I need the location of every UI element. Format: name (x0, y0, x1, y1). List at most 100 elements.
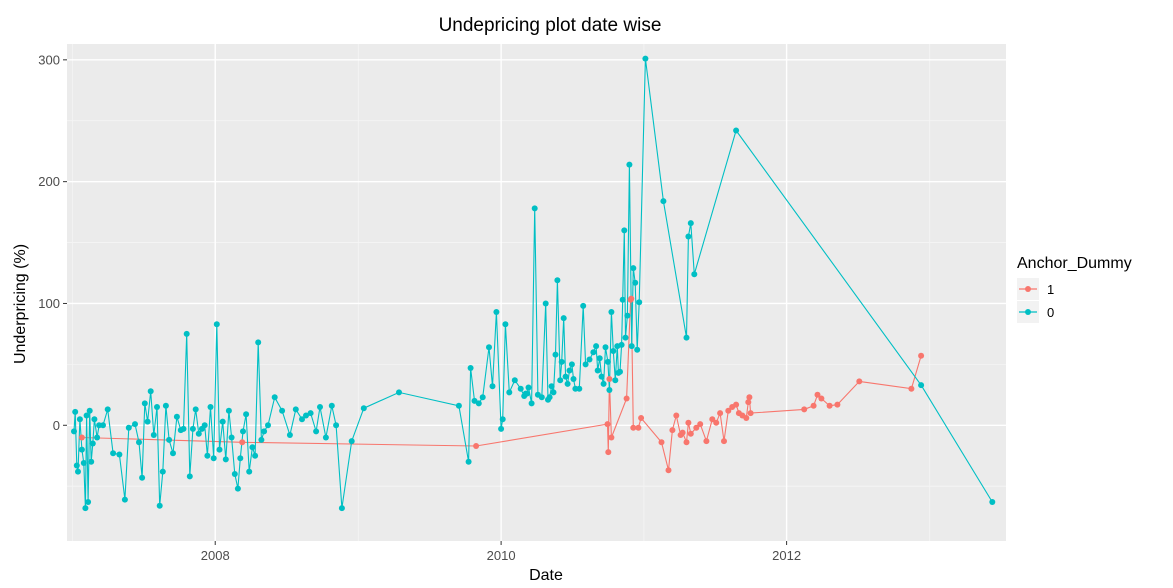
data-point-1 (747, 410, 754, 417)
data-point-0 (139, 474, 146, 481)
x-axis-ticks: 2008 2010 2012 (201, 541, 801, 563)
data-point-0 (313, 428, 320, 435)
data-point-0 (619, 296, 626, 303)
plot-panel (67, 44, 1006, 541)
y-tick-label: 100 (38, 296, 60, 311)
data-point-0 (83, 412, 90, 419)
data-point-1 (78, 434, 85, 441)
data-point-0 (511, 377, 518, 384)
data-point-0 (498, 425, 505, 432)
data-point-1 (818, 395, 825, 402)
data-point-0 (570, 376, 577, 382)
legend-label: 0 (1047, 305, 1054, 320)
data-point-1 (713, 419, 720, 426)
data-point-0 (147, 388, 154, 395)
data-point-0 (687, 220, 694, 227)
data-point-1 (685, 419, 692, 426)
data-point-1 (630, 424, 637, 431)
x-axis-label: Date (529, 567, 563, 583)
data-point-0 (252, 452, 259, 459)
data-point-0 (213, 321, 220, 328)
data-point-0 (499, 416, 506, 423)
data-point-0 (255, 339, 262, 346)
data-point-0 (486, 344, 492, 351)
data-point-0 (228, 434, 235, 441)
data-point-0 (560, 315, 567, 322)
data-point-0 (234, 485, 241, 492)
data-point-1 (721, 438, 727, 445)
data-point-1 (473, 443, 480, 449)
data-point-0 (78, 446, 85, 453)
data-point-0 (258, 436, 265, 443)
data-point-0 (240, 428, 246, 435)
data-point-0 (479, 394, 486, 401)
chart-title: Undepricing plot date wise (439, 15, 662, 36)
y-tick-label: 0 (53, 418, 60, 433)
data-point-0 (622, 334, 629, 341)
data-point-1 (743, 415, 750, 421)
data-point-0 (201, 422, 208, 429)
data-point-0 (626, 161, 633, 168)
data-point-1 (628, 295, 635, 302)
data-point-0 (222, 456, 229, 463)
data-point-0 (82, 505, 89, 512)
data-point-1 (717, 410, 724, 417)
data-point-0 (548, 383, 555, 390)
data-point-1 (604, 421, 611, 428)
data-point-0 (271, 394, 278, 401)
data-point-0 (136, 439, 142, 446)
data-point-1 (709, 416, 716, 423)
data-point-0 (455, 402, 462, 409)
data-point-1 (679, 429, 686, 436)
data-point-1 (733, 401, 740, 408)
data-point-0 (72, 408, 79, 415)
data-point-0 (180, 425, 187, 432)
data-point-1 (658, 439, 665, 446)
data-point-1 (687, 430, 694, 437)
data-point-0 (467, 365, 474, 371)
data-point-0 (189, 425, 196, 432)
data-point-0 (610, 348, 617, 354)
data-point-0 (154, 404, 160, 410)
data-point-0 (333, 422, 340, 429)
data-point-0 (192, 406, 199, 413)
data-point-0 (125, 424, 132, 431)
y-tick-label: 200 (38, 174, 60, 189)
data-point-0 (624, 312, 631, 319)
data-point-0 (733, 127, 740, 134)
data-point-1 (683, 439, 690, 446)
data-point-0 (465, 458, 472, 465)
data-point-0 (85, 499, 92, 505)
data-point-0 (632, 279, 639, 286)
data-point-0 (80, 460, 87, 466)
legend-key-point (1025, 309, 1031, 315)
data-point-0 (249, 444, 256, 451)
data-point-0 (100, 422, 106, 429)
data-point-0 (75, 468, 81, 475)
data-point-0 (502, 321, 509, 328)
legend-label: 1 (1047, 282, 1054, 297)
data-point-0 (582, 361, 589, 368)
data-point-0 (219, 418, 226, 425)
data-point-0 (246, 468, 253, 475)
data-point-0 (576, 385, 583, 392)
data-point-1 (908, 385, 915, 392)
data-point-0 (557, 377, 564, 384)
data-point-0 (166, 436, 173, 443)
data-point-0 (317, 404, 323, 410)
data-point-0 (121, 496, 128, 503)
data-point-0 (322, 434, 329, 441)
data-point-1 (608, 434, 615, 441)
data-point-1 (856, 378, 863, 385)
data-point-0 (207, 404, 214, 410)
data-point-1 (665, 467, 672, 474)
data-point-0 (590, 349, 597, 356)
data-point-0 (156, 502, 163, 509)
data-point-0 (299, 416, 305, 423)
data-point-0 (195, 430, 202, 437)
data-point-0 (564, 380, 571, 387)
data-point-0 (608, 309, 615, 315)
data-point-1 (669, 427, 676, 434)
y-axis-ticks: 0 100 200 300 (38, 52, 67, 433)
